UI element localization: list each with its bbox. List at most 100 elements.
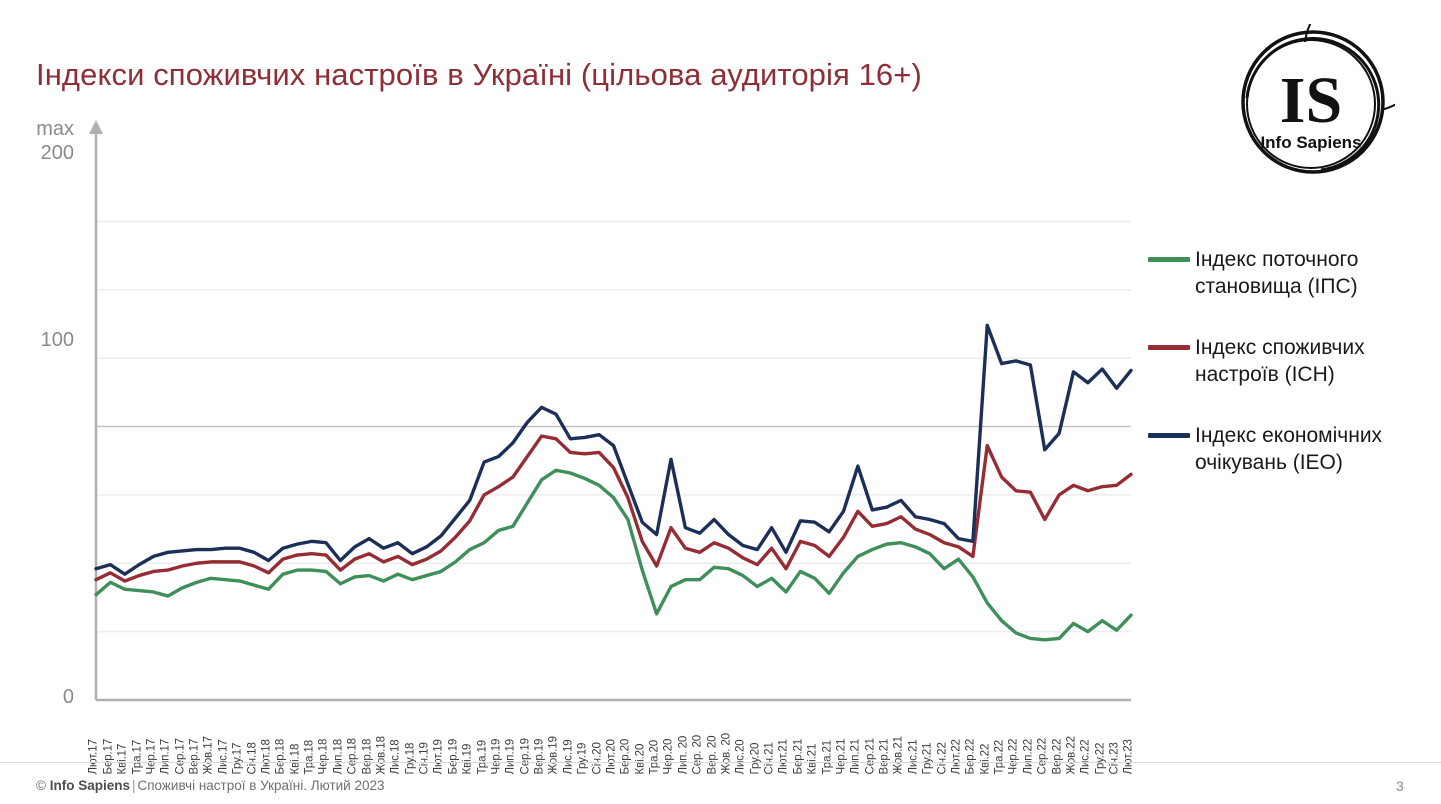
x-axis-tick-label: Гру.17: [231, 742, 244, 774]
footer-brand: Info Sapiens: [49, 778, 130, 793]
x-axis-tick-label: Гру.21: [921, 742, 934, 774]
x-axis-tick-label: Сер.17: [174, 737, 187, 774]
chart-plot-area: [0, 118, 1160, 718]
x-axis-tick-label: Чер.17: [145, 738, 158, 774]
y-axis-tick-0: 0: [62, 686, 74, 708]
x-axis-tick-label: Гру.18: [404, 742, 417, 774]
x-axis-tick-label: Вер. 20: [706, 735, 719, 774]
x-axis-tick-label: Лип.22: [1022, 738, 1035, 774]
x-axis-tick-label: Тра.19: [476, 739, 489, 774]
x-axis-tick-label: Тра.18: [303, 739, 316, 774]
x-axis-tick-label: Жов.22: [1065, 735, 1078, 774]
x-axis-tick-label: Сер.22: [1036, 737, 1049, 774]
info-sapiens-logo: IS Info Sapiens: [1231, 24, 1395, 184]
x-axis-tick-label: Січ.20: [591, 741, 604, 774]
series-line-isn: [94, 434, 1133, 583]
x-axis-tick-label: Тра.21: [821, 739, 834, 774]
x-axis-tick-label: Гру.20: [749, 742, 762, 774]
y-axis-tick-200: 200: [40, 142, 74, 164]
legend-swatch-ips: [1148, 257, 1190, 262]
x-axis-tick-label: Лис.17: [217, 738, 230, 774]
x-axis-tick-label: Вер.19: [533, 738, 546, 774]
footer-credit: © Info Sapiens | Споживчі настрої в Україн…: [36, 778, 385, 793]
x-axis-tick-label: Гру.19: [576, 742, 589, 774]
x-axis-tick-label: Сер.21: [864, 737, 877, 774]
x-axis-tick-label: Бер.18: [274, 738, 287, 774]
x-axis-tick-label: Чер.22: [1007, 738, 1020, 774]
chart-axes: [89, 120, 1131, 702]
x-axis-tick-label: Вер.18: [361, 738, 374, 774]
x-axis-tick-label: Лип.18: [332, 738, 345, 774]
logo-monogram: IS: [1280, 64, 1342, 137]
x-axis-tick-label: Лют.18: [260, 738, 273, 774]
x-axis-tick-label: Жов. 20: [720, 732, 733, 774]
x-axis-tick-label: Вер.17: [188, 738, 201, 774]
x-axis-tick-label: Лип.19: [504, 738, 517, 774]
series-line-ieo: [94, 323, 1133, 576]
x-axis-tick-label: Сер.18: [346, 737, 359, 774]
y-axis-tick-100: 100: [40, 329, 74, 351]
x-axis-tick-label: Лют.23: [1122, 738, 1135, 774]
x-axis-tick-label: Січ.18: [246, 741, 259, 774]
x-axis-tick-label: Січ.22: [936, 741, 949, 774]
x-axis-tick-label: Сер.19: [519, 737, 532, 774]
legend-swatch-ieo: [1148, 433, 1190, 438]
footer-separator: |: [131, 778, 136, 793]
x-axis-tick-label: Лип.17: [159, 738, 172, 774]
x-axis-tick-label: Сер. 20: [691, 734, 704, 774]
x-axis-tick-label: Кві.22: [979, 743, 992, 774]
x-axis-tick-label: Січ.23: [1108, 741, 1121, 774]
y-axis-max-label: max: [36, 118, 74, 140]
x-axis-tick-label: Лис.21: [907, 738, 920, 774]
x-axis-tick-label: Чер.19: [490, 738, 503, 774]
x-axis-tick-label: Лип. 20: [677, 735, 690, 774]
footer-subtitle: Споживчі настрої в Україні. Лютий 2023: [137, 778, 385, 793]
chart-gridlines: [96, 220, 1131, 633]
x-axis-tick-label: Тра.22: [993, 739, 1006, 774]
x-axis-tick-label: Кві.20: [634, 743, 647, 774]
footer-divider: [0, 762, 1441, 763]
chart-legend: Індекс поточного становища (ІПС) Індекс …: [1148, 246, 1433, 510]
x-axis-tick-label: Жов.19: [547, 735, 560, 774]
logo-wordmark: Info Sapiens: [1260, 133, 1361, 152]
x-axis-tick-label: Кві.19: [461, 743, 474, 774]
x-axis-tick-label: Кві.17: [116, 743, 129, 774]
x-axis-tick-label: Лют.20: [605, 738, 618, 774]
chart-svg: [89, 120, 1133, 702]
x-axis-tick-label: Тра.17: [131, 739, 144, 774]
series-line-ips: [94, 468, 1133, 642]
x-axis-tick-label: Чер.20: [662, 738, 675, 774]
x-axis-tick-label: Лют.21: [777, 738, 790, 774]
x-axis-tick-label: Лис.18: [389, 738, 402, 774]
legend-item-ips[interactable]: Індекс поточного становища (ІПС): [1148, 246, 1433, 300]
x-axis-tick-label: Кві.18: [289, 743, 302, 774]
x-axis-tick-label: Лип.21: [849, 738, 862, 774]
x-axis-tick-label: Чер.18: [317, 738, 330, 774]
legend-swatch-isn: [1148, 345, 1190, 350]
x-axis-tick-label: Бер.20: [619, 738, 632, 774]
page-title: Індекси споживчих настроїв в Україні (ці…: [36, 57, 922, 92]
x-axis-tick-label: Лют.19: [432, 738, 445, 774]
x-axis-tick-label: Жов.17: [202, 735, 215, 774]
x-axis-tick-label: Січ.19: [418, 741, 431, 774]
page-number: 3: [1396, 778, 1404, 794]
legend-item-ieo[interactable]: Індекс економічних очікувань (ІЕО): [1148, 422, 1433, 476]
x-axis-tick-label: Бер.22: [964, 738, 977, 774]
x-axis-tick-label: Вер.21: [878, 738, 891, 774]
x-axis-tick-label: Січ.21: [763, 741, 776, 774]
x-axis-tick-label: Гру.22: [1094, 742, 1107, 774]
x-axis-tick-label: Чер.21: [835, 738, 848, 774]
x-axis-tick-label: Бер.19: [447, 738, 460, 774]
x-axis-tick-label: Бер.17: [102, 738, 115, 774]
x-axis-tick-label: Лис.19: [562, 738, 575, 774]
y-axis-arrow: [89, 120, 103, 134]
x-axis-tick-label: Кві.21: [806, 743, 819, 774]
legend-item-isn[interactable]: Індекс споживчих настроїв (ІСН): [1148, 334, 1433, 388]
x-axis-tick-label: Жов.18: [375, 735, 388, 774]
x-axis-tick-label: Лис.22: [1079, 738, 1092, 774]
chart-series: [94, 323, 1133, 642]
x-axis-labels: Лют.17 Бер.17 Кві.17 Тра.17 Чер.17 Лип.17 Сер.…: [0, 702, 1160, 774]
x-axis-tick-label: Лис.20: [734, 738, 747, 774]
x-axis-tick-label: Лют.22: [950, 738, 963, 774]
legend-label-ieo: Індекс економічних очікувань (ІЕО): [1195, 424, 1383, 474]
